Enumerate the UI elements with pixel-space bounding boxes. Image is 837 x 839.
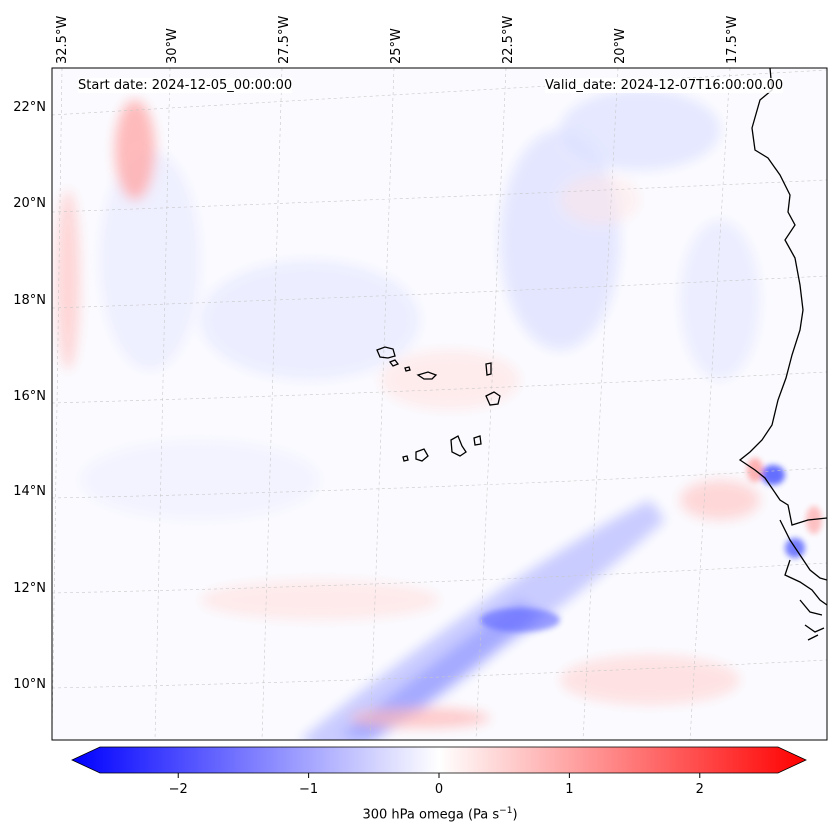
lon-label: 17.5°W <box>725 16 740 64</box>
island-boa-vista <box>485 391 501 406</box>
colorbar-tick-label: −2 <box>169 782 188 797</box>
island-santa-luzia <box>404 366 411 372</box>
colorbar-ticks: −2 −1 0 1 2 <box>169 773 704 797</box>
longitude-labels: 32.5°W 30°W 27.5°W 25°W 22.5°W 20°W 17.5… <box>55 16 740 64</box>
lon-label: 32.5°W <box>55 16 70 64</box>
lat-label: 14°N <box>13 484 46 499</box>
lon-label: 30°W <box>165 28 180 64</box>
gridlines <box>52 68 827 740</box>
omega-field <box>56 90 822 740</box>
island-maio <box>473 435 482 446</box>
island-sao-vicente <box>388 359 400 367</box>
colorbar-tick-label: 1 <box>565 782 573 797</box>
latitude-labels: 22°N 20°N 18°N 16°N 14°N 12°N 10°N <box>13 100 46 692</box>
lon-label: 27.5°W <box>277 16 292 64</box>
lat-label: 18°N <box>13 293 46 308</box>
colorbar-tick-label: 2 <box>696 782 704 797</box>
colorbar-tick-label: 0 <box>435 782 443 797</box>
lon-label: 20°W <box>613 28 628 64</box>
colorbar-label-suffix: ) <box>512 807 518 823</box>
island-sao-nicolau <box>416 371 438 380</box>
colorbar-label: 300 hPa omega (Pa s−1) <box>0 806 837 822</box>
lat-label: 16°N <box>13 389 46 404</box>
colorbar-bar <box>71 746 807 774</box>
colorbar: −2 −1 0 1 2 <box>71 746 807 797</box>
lon-label: 25°W <box>389 28 404 64</box>
lat-label: 10°N <box>13 677 46 692</box>
island-santo-antao <box>376 346 396 359</box>
start-date-label: Start date: 2024-12-05_00:00:00 <box>78 78 293 93</box>
island-santiago <box>450 435 467 457</box>
map-frame <box>51 67 828 741</box>
west-africa-coastline <box>738 68 827 641</box>
lat-label: 12°N <box>13 581 46 596</box>
lat-label: 22°N <box>13 100 46 115</box>
colorbar-label-exponent: −1 <box>499 806 513 816</box>
island-sal <box>485 362 492 376</box>
coastlines <box>376 68 827 641</box>
colorbar-tick-label: −1 <box>299 782 318 797</box>
island-fogo <box>415 448 429 462</box>
lat-label: 20°N <box>13 196 46 211</box>
valid-date-label: Valid_date: 2024-12-07T16:00:00.00 <box>545 78 784 93</box>
island-brava <box>402 455 409 462</box>
lon-label: 22.5°W <box>501 16 516 64</box>
colorbar-label-prefix: 300 hPa omega (Pa s <box>362 807 500 823</box>
